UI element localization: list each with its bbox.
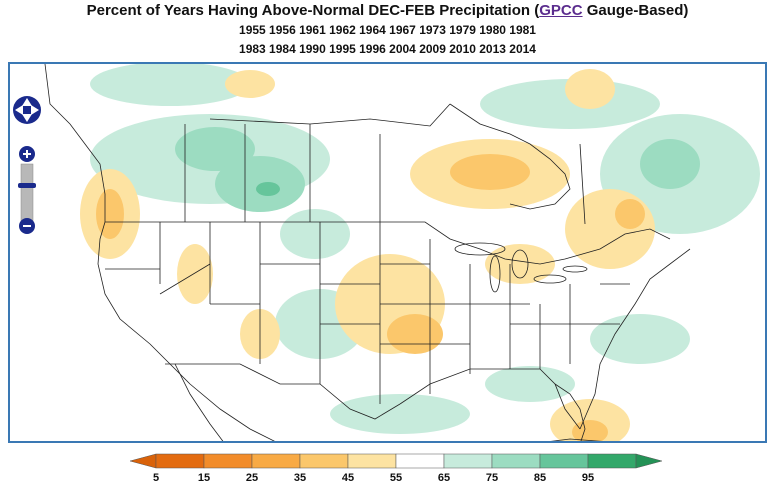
canada-arctic (209, 103, 451, 127)
lake-superior (454, 242, 506, 256)
plus-icon (23, 150, 31, 158)
title-suffix: Gauge-Based) (582, 2, 689, 19)
shade-tan-florida-inner (572, 420, 608, 441)
shade-green-quebec-inner (640, 139, 700, 189)
gulf-coast (399, 368, 581, 430)
legend-low-arrow (129, 453, 157, 469)
shade-green-alaska (90, 64, 250, 106)
shade-green-atlantic (590, 314, 690, 364)
legend-bin (155, 453, 205, 469)
shade-tan-labrador (565, 69, 615, 109)
legend-tick-label: 75 (486, 472, 498, 484)
shade-green-northeast (480, 79, 660, 129)
shade-tan-ontario (565, 189, 655, 269)
shade-tan-pacific-nw-inner (96, 189, 124, 239)
legend-tick-label: 5 (153, 472, 159, 484)
precip-shading (80, 64, 760, 441)
map-canvas[interactable] (10, 64, 767, 443)
lake-michigan (489, 255, 501, 293)
legend-tick-label: 25 (246, 472, 258, 484)
years-line-1: 1955 1956 1961 1962 1964 1967 1973 1979 … (239, 23, 536, 37)
pan-left-icon (15, 105, 23, 115)
zoom-out-button[interactable] (19, 218, 35, 234)
state-lines (105, 222, 630, 404)
zoom-in-button[interactable] (19, 146, 35, 162)
east-coast (579, 248, 691, 430)
alaska-border (44, 64, 106, 222)
legend-tick-label: 95 (582, 472, 594, 484)
province-on-qc (579, 143, 586, 225)
pan-up-icon (22, 98, 32, 106)
legend-bin (395, 453, 445, 469)
shade-tan-ontario-inner (615, 199, 645, 229)
pan-down-icon (22, 114, 32, 122)
lake-erie (533, 274, 567, 284)
legend-ticks: 5 15 25 35 45 55 65 75 85 95 (153, 472, 594, 484)
map-frame[interactable] (8, 62, 767, 443)
title-prefix: Percent of Years Having Above-Normal DEC… (86, 2, 540, 19)
baja-california (174, 363, 224, 441)
shade-green-rockies (280, 209, 350, 259)
legend-bin (251, 453, 301, 469)
boundaries (44, 64, 691, 441)
shade-green-mexico (330, 394, 470, 434)
shade-tan-yukon (225, 70, 275, 98)
hudson-bay (449, 103, 571, 210)
west-coast (97, 221, 275, 441)
gpcc-link[interactable]: GPCC (539, 2, 583, 19)
us-canada-border (105, 221, 671, 265)
years-line-2: 1983 1984 1990 1995 1996 2004 2009 2010 … (239, 42, 536, 56)
shade-tan-california (177, 244, 213, 304)
lake-huron (511, 249, 529, 279)
lake-ontario (562, 265, 588, 273)
legend-tick-label: 45 (342, 472, 354, 484)
legend-bin (587, 453, 637, 469)
shade-green-prairies-core (256, 182, 280, 196)
pan-control[interactable] (13, 96, 41, 124)
legend-bin (347, 453, 397, 469)
cuba (550, 438, 603, 441)
shade-tan-great-lakes (485, 244, 555, 284)
shade-tan-oklahoma (387, 314, 443, 354)
florida (554, 383, 586, 441)
zoom-slider[interactable] (18, 163, 36, 223)
shade-green-gulf (485, 366, 575, 402)
shade-tan-hudson-inner (450, 154, 530, 190)
legend-high-arrow (635, 453, 663, 469)
legend-tick-label: 65 (438, 472, 450, 484)
legend-tick-label: 15 (198, 472, 210, 484)
legend-tick-label: 35 (294, 472, 306, 484)
legend-tick-label: 55 (390, 472, 402, 484)
legend-bin (443, 453, 493, 469)
page-title: Percent of Years Having Above-Normal DEC… (0, 2, 775, 19)
legend-bin (203, 453, 253, 469)
color-legend: 5 15 25 35 45 55 65 75 85 95 (129, 453, 663, 484)
legend-bin (539, 453, 589, 469)
legend-bin (491, 453, 541, 469)
shade-green-west-canada-inner (175, 127, 255, 171)
zoom-slider-handle (18, 183, 36, 188)
legend-bin (299, 453, 349, 469)
legend-bins (129, 453, 663, 469)
legend-tick-label: 85 (534, 472, 546, 484)
pan-right-icon (31, 105, 39, 115)
